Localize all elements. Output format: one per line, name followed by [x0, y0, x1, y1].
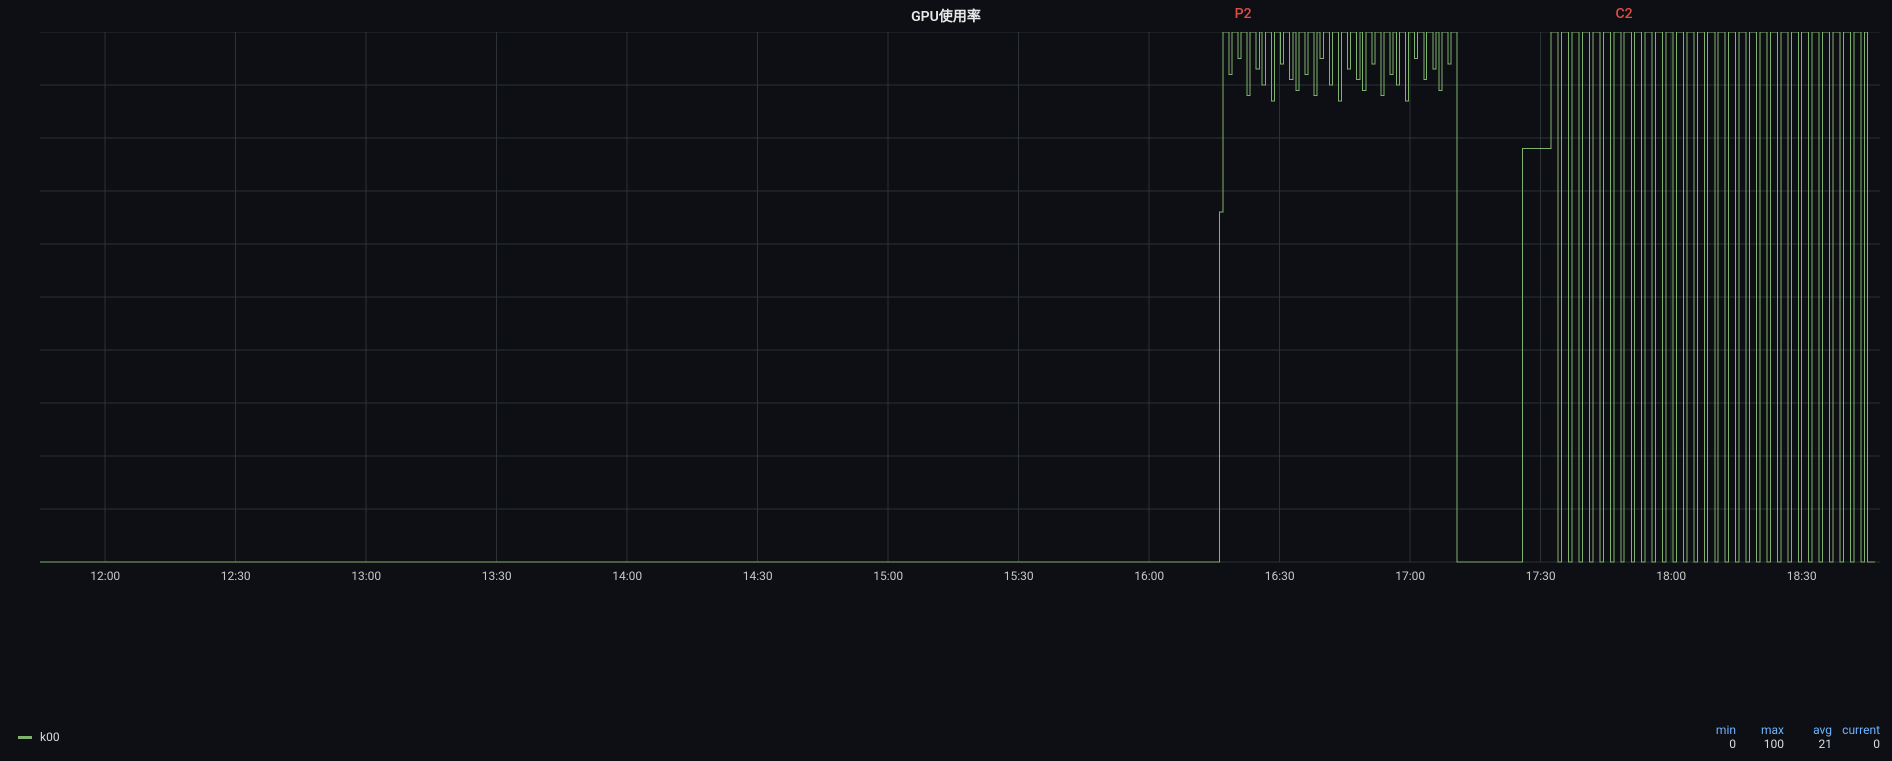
chart-panel: GPU使用率 P2C2 0102030405060708090100 12:00… [0, 0, 1892, 761]
x-axis: 12:00 12:30 13:00 13:30 14:00 14:30 15:00 15:30… [90, 569, 1817, 583]
chart-title: GPU使用率 [0, 6, 1892, 26]
svg-text:13:00: 13:00 [351, 569, 381, 583]
svg-text:16:30: 16:30 [1265, 569, 1295, 583]
svg-text:12:00: 12:00 [90, 569, 120, 583]
legend-val-max: 100 [1736, 737, 1784, 751]
svg-text:14:30: 14:30 [743, 569, 773, 583]
legend-stats: min max avg current 0 100 21 0 [1688, 723, 1880, 751]
legend[interactable]: k00 min max avg current 0 100 21 0 [18, 723, 1880, 751]
legend-val-current: 0 [1832, 737, 1880, 751]
chart-grid [40, 32, 1880, 562]
legend-hdr-current: current [1832, 723, 1880, 737]
legend-swatch [18, 736, 32, 739]
legend-series-name: k00 [40, 730, 60, 744]
legend-val-min: 0 [1688, 737, 1736, 751]
svg-text:18:00: 18:00 [1656, 569, 1686, 583]
svg-text:15:00: 15:00 [873, 569, 903, 583]
chart-plot[interactable]: 0102030405060708090100 12:0012:3013:0013… [40, 32, 1880, 694]
svg-text:12:30: 12:30 [221, 569, 251, 583]
legend-hdr-max: max [1736, 723, 1784, 737]
svg-text:13:30: 13:30 [482, 569, 512, 583]
annotation-label: P2 [1235, 6, 1252, 22]
annotation-label: C2 [1615, 6, 1632, 22]
svg-text:18:30: 18:30 [1787, 569, 1817, 583]
legend-val-avg: 21 [1784, 737, 1832, 751]
svg-text:14:00: 14:00 [612, 569, 642, 583]
svg-text:16:00: 16:00 [1134, 569, 1164, 583]
legend-hdr-min: min [1688, 723, 1736, 737]
svg-text:15:30: 15:30 [1004, 569, 1034, 583]
svg-text:17:30: 17:30 [1526, 569, 1556, 583]
svg-text:17:00: 17:00 [1395, 569, 1425, 583]
legend-hdr-avg: avg [1784, 723, 1832, 737]
